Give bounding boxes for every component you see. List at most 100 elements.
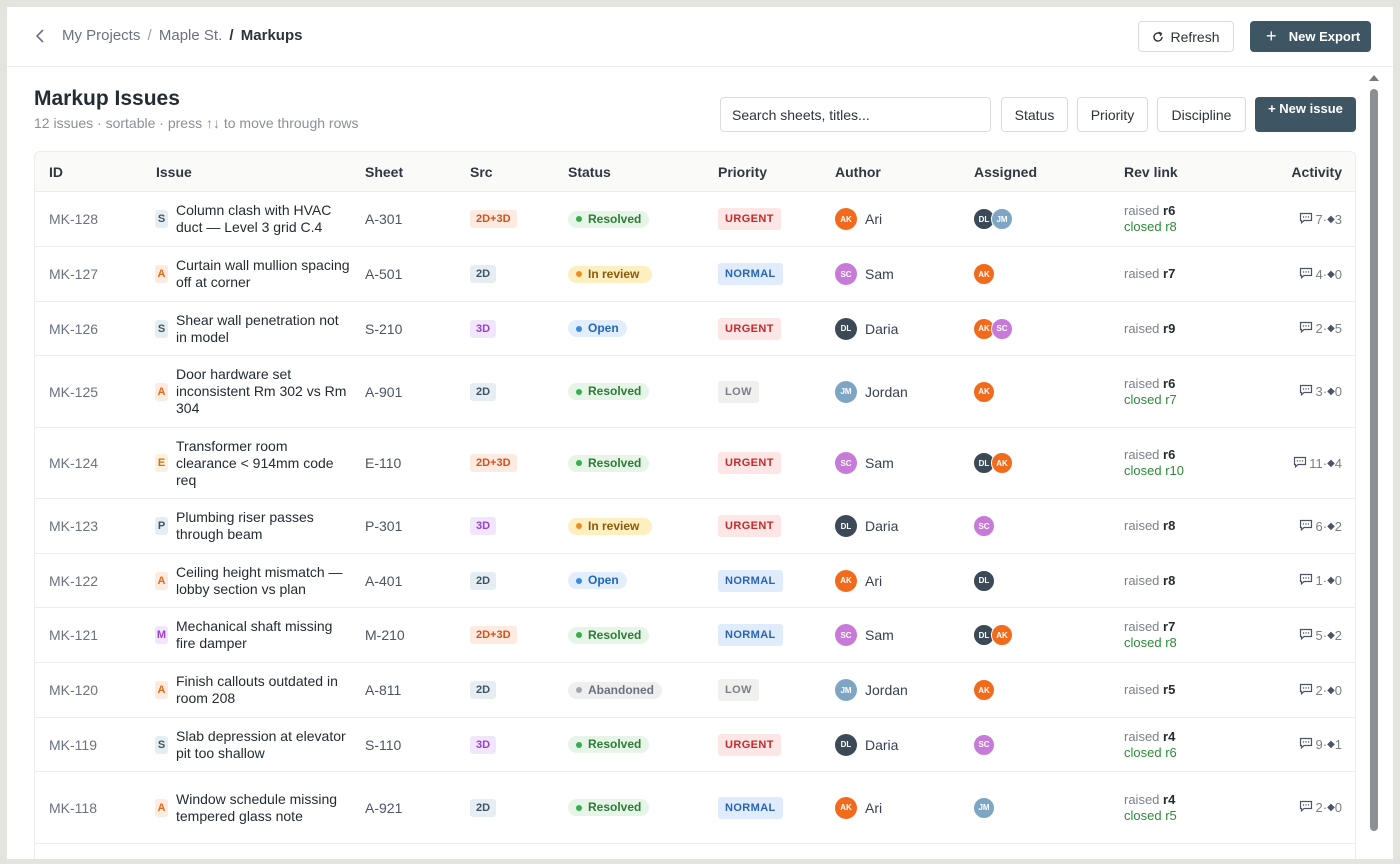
column-header-id[interactable]: ID — [49, 164, 63, 180]
author-cell: DL Daria — [835, 718, 898, 771]
discipline-badge: P — [155, 517, 168, 535]
table-row[interactable]: MK-122 A Ceiling height mismatch — lobby s… — [35, 554, 1355, 608]
sheet-cell[interactable]: S-110 — [365, 736, 402, 753]
diamond-count: 0 — [1334, 266, 1342, 282]
issue-title[interactable]: Curtain wall mullion spacing off at corn… — [176, 257, 350, 290]
assigned-cell[interactable]: DL — [973, 554, 995, 607]
rev-link-cell[interactable]: raised r6 closed r10 — [1124, 428, 1184, 498]
src-cell: 2D+3D — [470, 608, 517, 662]
sheet-cell[interactable]: M-210 — [365, 627, 405, 643]
assigned-cell[interactable]: AK — [973, 247, 995, 301]
rev-link-cell[interactable]: raised r6 closed r8 — [1124, 192, 1177, 246]
breadcrumb-item-maple[interactable]: Maple St. — [158, 27, 223, 44]
status-badge: In review — [568, 517, 652, 535]
issue-title[interactable]: Plumbing riser passes through beam — [176, 509, 314, 542]
sheet-cell[interactable]: A-401 — [365, 572, 403, 589]
comment-count: 1 — [1315, 573, 1323, 588]
rev-link-cell[interactable]: raised r6 closed r7 — [1124, 356, 1177, 427]
breadcrumb-item-projects[interactable]: My Projects — [62, 27, 141, 44]
rev-raised-value: r6 — [1163, 375, 1176, 391]
column-header-status[interactable]: Status — [568, 164, 611, 180]
assigned-cell[interactable]: SC — [973, 499, 995, 553]
sheet-cell[interactable]: P-301 — [365, 518, 403, 534]
issue-title[interactable]: Window schedule missing tempered glass n… — [176, 790, 338, 824]
rev-link-cell[interactable]: raised r7 — [1124, 247, 1175, 301]
assigned-cell[interactable]: DL AK — [973, 608, 1013, 662]
table-row[interactable]: MK-127 A Curtain wall mullion spacing off … — [35, 247, 1355, 302]
column-header-author[interactable]: Author — [835, 164, 881, 180]
column-header-issue[interactable]: Issue — [156, 164, 192, 180]
assigned-cell[interactable]: DL AK — [973, 428, 1013, 498]
rev-closed[interactable]: closed r5 — [1124, 807, 1177, 823]
sheet-cell[interactable]: A-901 — [365, 383, 403, 400]
author-cell: SC Sam — [835, 247, 894, 301]
assignee-avatar: DL — [973, 569, 995, 592]
comment-count: 6 — [1315, 518, 1323, 534]
discipline-badge: A — [155, 571, 168, 590]
assigned-cell[interactable]: AK — [973, 356, 995, 427]
rev-closed[interactable]: closed r6 — [1124, 744, 1177, 760]
rev-link-cell[interactable]: raised r9 — [1124, 302, 1175, 355]
column-header-src[interactable]: Src — [470, 164, 493, 180]
rev-link-cell[interactable]: raised r4 closed r6 — [1124, 718, 1177, 771]
new-export-button[interactable]: + New Export — [1250, 21, 1371, 52]
table-row[interactable]: MK-120 A Finish callouts outdated in room … — [35, 663, 1355, 718]
rev-link-cell[interactable]: raised r4 closed r5 — [1124, 772, 1177, 843]
issue-title[interactable]: Ceiling height mismatch — lobby section … — [176, 563, 343, 597]
sheet-cell[interactable]: A-501 — [365, 266, 403, 282]
issue-title[interactable]: Transformer room clearance < 914mm code … — [176, 437, 334, 488]
rev-closed[interactable]: closed r8 — [1124, 219, 1177, 234]
priority-cell: LOW — [718, 356, 759, 427]
assigned-cell[interactable]: AK — [973, 663, 995, 717]
search-input[interactable] — [720, 97, 991, 132]
assigned-cell[interactable]: SC — [973, 718, 995, 771]
assigned-cell[interactable]: JM — [973, 772, 995, 843]
sheet-cell[interactable]: E-110 — [365, 455, 402, 471]
issue-title[interactable]: Door hardware set inconsistent Rm 302 vs… — [176, 366, 347, 416]
table-row[interactable]: MK-128 S Column clash with HVAC duct — Lev… — [35, 192, 1355, 247]
table-row[interactable]: MK-124 E Transformer room clearance < 914m… — [35, 428, 1355, 499]
rev-link-cell[interactable]: raised r7 closed r8 — [1124, 608, 1177, 662]
rev-closed[interactable]: closed r10 — [1124, 463, 1184, 478]
table-row[interactable]: MK-121 M Mechanical shaft missing fire dam… — [35, 608, 1355, 663]
refresh-button[interactable]: Refresh — [1138, 21, 1234, 52]
issue-title[interactable]: Slab depression at elevator pit too shal… — [176, 727, 346, 761]
assigned-cell[interactable]: DL JM — [973, 192, 1013, 246]
rev-closed[interactable]: closed r7 — [1124, 391, 1177, 407]
priority-filter-button[interactable]: Priority — [1077, 97, 1148, 132]
column-header-rev-link[interactable]: Rev link — [1124, 164, 1178, 180]
sheet-cell[interactable]: A-301 — [365, 211, 403, 227]
issue-title[interactable]: Shear wall penetration not in model — [176, 311, 339, 345]
rev-link-cell[interactable]: raised r8 — [1124, 499, 1175, 553]
sheet-cell[interactable]: S-210 — [365, 320, 403, 337]
sheet-cell[interactable]: A-811 — [365, 682, 402, 698]
activity-cell: 11 · ◆ 4 — [1293, 428, 1342, 498]
column-header-activity[interactable]: Activity — [1291, 164, 1342, 180]
column-header-priority[interactable]: Priority — [718, 164, 768, 180]
status-cell: Resolved — [568, 192, 650, 246]
scroll-up-arrow-icon[interactable] — [1369, 75, 1379, 81]
src-cell: 2D — [470, 247, 497, 301]
column-header-assigned[interactable]: Assigned — [974, 164, 1038, 180]
rev-closed[interactable]: closed r8 — [1124, 635, 1177, 650]
issue-title[interactable]: Finish callouts outdated in room 208 — [176, 673, 338, 706]
table-row[interactable]: MK-126 S Shear wall penetration not in mod… — [35, 302, 1355, 356]
back-chevron-icon[interactable] — [29, 25, 51, 47]
table-row[interactable]: MK-119 S Slab depression at elevator pit t… — [35, 718, 1355, 772]
vertical-scrollbar[interactable] — [1368, 71, 1380, 859]
table-row[interactable]: MK-123 P Plumbing riser passes through bea… — [35, 499, 1355, 554]
new-issue-button[interactable]: + New issue — [1255, 97, 1356, 132]
scrollbar-thumb[interactable] — [1370, 89, 1378, 831]
table-row[interactable]: MK-125 A Door hardware set inconsistent Rm… — [35, 356, 1355, 428]
assigned-cell[interactable]: AK SC — [973, 302, 1013, 355]
rev-link-cell[interactable]: raised r5 — [1124, 663, 1175, 717]
sheet-cell[interactable]: A-921 — [365, 799, 403, 816]
rev-link-cell[interactable]: raised r8 — [1124, 554, 1175, 607]
discipline-filter-button[interactable]: Discipline — [1157, 97, 1246, 132]
status-cell: Resolved — [568, 718, 650, 771]
status-filter-button[interactable]: Status — [1001, 97, 1068, 132]
issue-title[interactable]: Mechanical shaft missing fire damper — [176, 618, 333, 651]
table-row[interactable]: MK-118 A Window schedule missing tempered … — [35, 772, 1355, 844]
column-header-sheet[interactable]: Sheet — [365, 164, 404, 180]
issue-title[interactable]: Column clash with HVAC duct — Level 3 gr… — [176, 202, 332, 235]
